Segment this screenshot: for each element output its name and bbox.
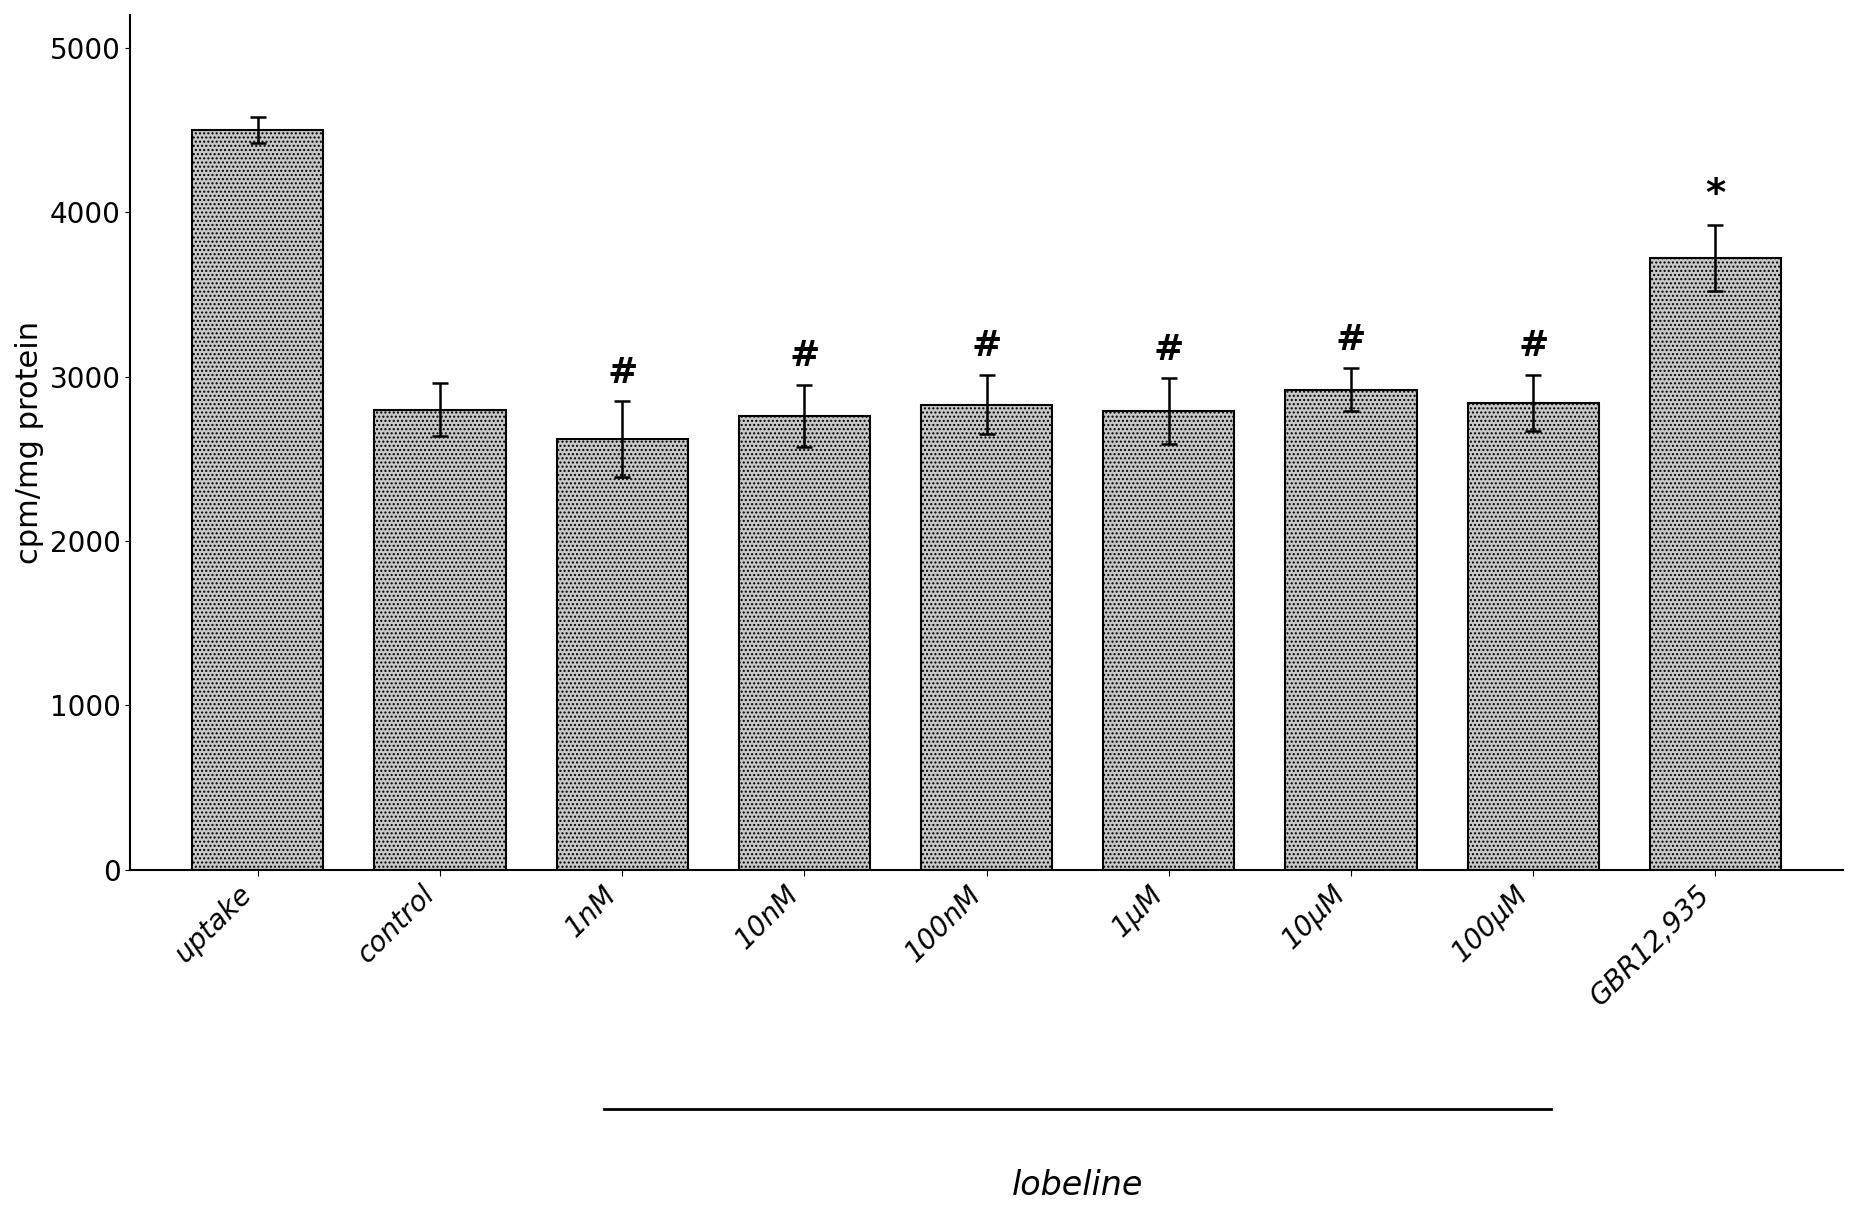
Text: *: * — [1705, 176, 1725, 214]
Bar — [1467, 403, 1599, 870]
Text: #: # — [607, 356, 637, 390]
Text: lobeline: lobeline — [1012, 1169, 1142, 1202]
Text: #: # — [1153, 332, 1183, 367]
Text: #: # — [1335, 323, 1365, 356]
Bar — [1103, 411, 1233, 870]
Y-axis label: cpm/mg protein: cpm/mg protein — [15, 321, 45, 564]
Bar — [739, 416, 869, 870]
Bar — [557, 439, 687, 870]
Bar — [1285, 390, 1415, 870]
Bar — [921, 405, 1051, 870]
Bar — [191, 130, 323, 870]
Bar — [1649, 259, 1781, 870]
Text: #: # — [971, 330, 1001, 364]
Text: #: # — [789, 339, 819, 373]
Bar — [375, 410, 505, 870]
Text: #: # — [1517, 330, 1547, 364]
